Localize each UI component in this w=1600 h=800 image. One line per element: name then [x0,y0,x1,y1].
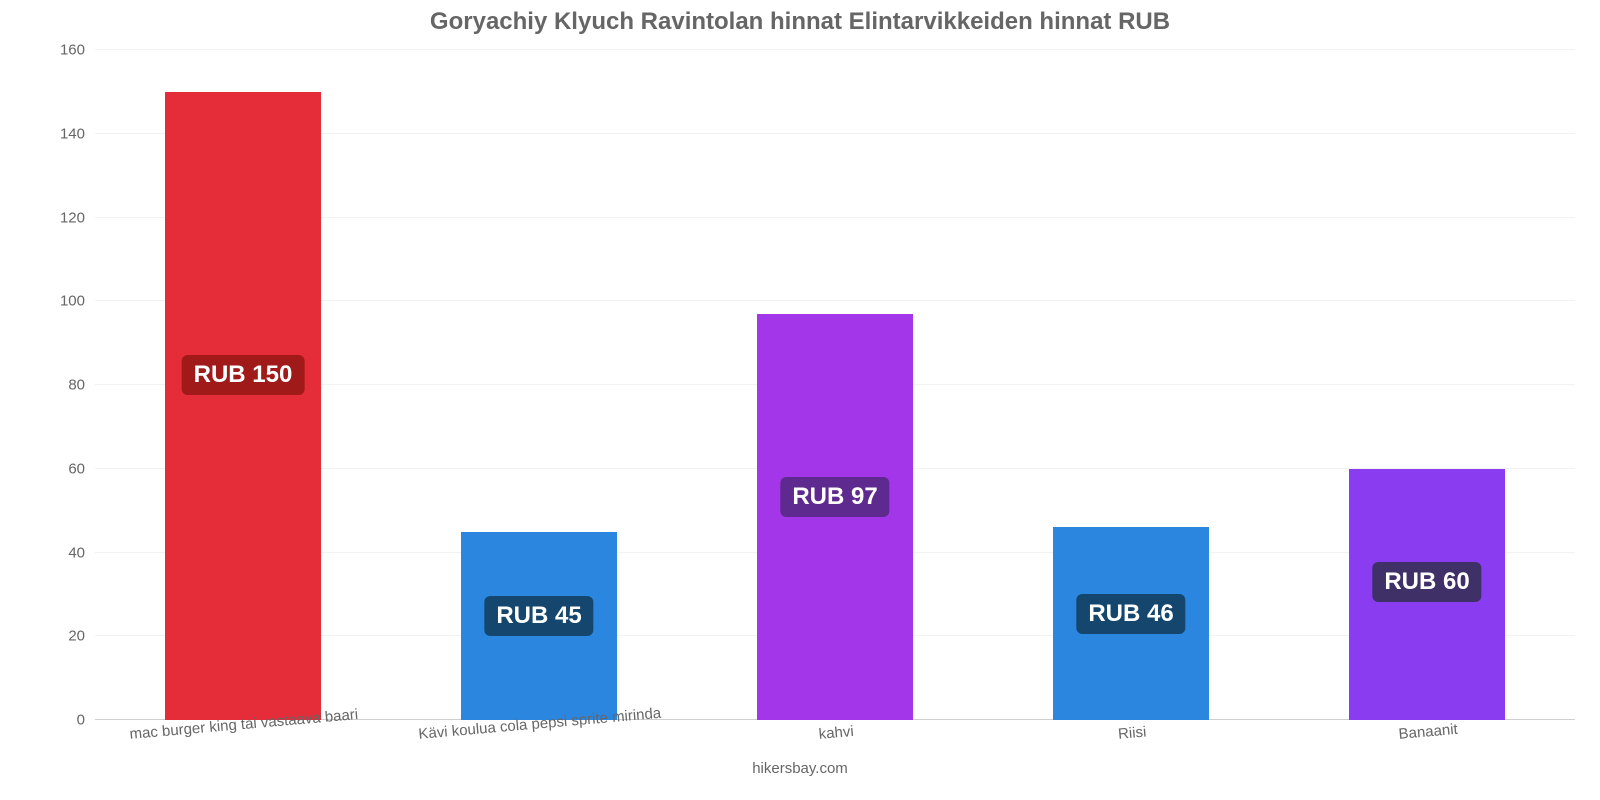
x-tick-label: Riisi [1117,718,1147,743]
y-tick-label: 20 [68,628,95,645]
attribution-text: hikersbay.com [0,760,1600,777]
y-tick-label: 120 [60,209,95,226]
y-tick-label: 160 [60,42,95,59]
chart-title: Goryachiy Klyuch Ravintolan hinnat Elint… [0,8,1600,36]
y-tick-label: 100 [60,293,95,310]
bar [165,92,322,720]
grid-line [95,49,1575,50]
y-tick-label: 0 [77,712,95,729]
y-tick-label: 80 [68,377,95,394]
x-tick-label: Banaanit [1397,715,1458,743]
value-badge: RUB 97 [780,477,889,517]
y-tick-label: 60 [68,460,95,477]
y-tick-label: 40 [68,544,95,561]
y-tick-label: 140 [60,125,95,142]
value-badge: RUB 46 [1076,594,1185,634]
value-badge: RUB 150 [182,355,305,395]
value-badge: RUB 60 [1372,562,1481,602]
bar [757,314,914,720]
x-tick-label: kahvi [817,717,854,743]
plot-area: 020406080100120140160RUB 150mac burger k… [95,50,1575,720]
value-badge: RUB 45 [484,596,593,636]
price-bar-chart: Goryachiy Klyuch Ravintolan hinnat Elint… [0,0,1600,800]
